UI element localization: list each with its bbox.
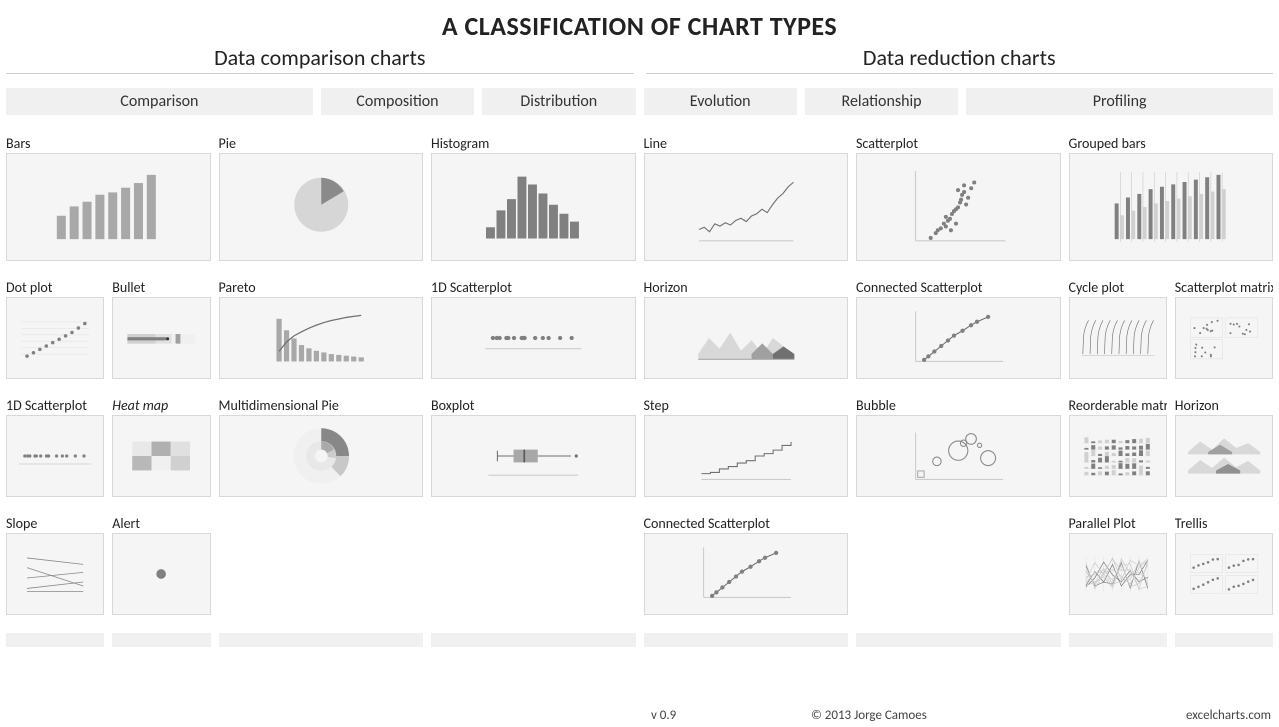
thumb-parallel [1069, 533, 1167, 615]
label-scatter-matrix: Scatterplot matrix [1175, 279, 1273, 296]
footer: v 0.9 © 2013 Jorge Camoes excelcharts.co… [0, 708, 1279, 723]
label-reorder-matrix: Reorderable matrix [1069, 397, 1167, 414]
placeholder [1069, 633, 1167, 647]
col-profiling: Grouped bars Cycle plot Scatterplot matr… [1069, 135, 1274, 647]
label-histogram: Histogram [431, 135, 636, 152]
thumb-scatterplot [856, 153, 1061, 261]
placeholder [6, 633, 104, 647]
thumb-bars [6, 153, 211, 261]
cat-profiling: Profiling [966, 88, 1273, 115]
thumb-horizon-a [644, 297, 849, 379]
label-scatterplot: Scatterplot [856, 135, 1061, 152]
label-pareto: Pareto [219, 279, 424, 296]
thumb-histogram [431, 153, 636, 261]
placeholder [1175, 633, 1273, 647]
thumb-bullet [112, 297, 210, 379]
label-cycle: Cycle plot [1069, 279, 1167, 296]
thumb-horizon-b [1175, 415, 1273, 497]
category-row: Comparison Composition Distribution Evol… [6, 88, 1273, 115]
label-dotplot: Dot plot [6, 279, 104, 296]
thumb-line [644, 153, 849, 261]
cat-relationship: Relationship [805, 88, 958, 115]
label-alert: Alert [112, 515, 210, 532]
thumb-step [644, 415, 849, 497]
thumb-boxplot [431, 415, 636, 497]
col-comparison: Bars Dot plot Bullet [6, 135, 211, 647]
label-bullet: Bullet [112, 279, 210, 296]
label-horizon-b: Horizon [1175, 397, 1273, 414]
label-conn-scatter-a: Connected Scatterplot [644, 515, 849, 532]
label-heatmap: Heat map [112, 397, 210, 414]
label-bars: Bars [6, 135, 211, 152]
placeholder [644, 633, 849, 647]
thumb-dotplot [6, 297, 104, 379]
placeholder [112, 633, 210, 647]
thumb-scatter1d-a [6, 415, 104, 497]
cat-comparison: Comparison [6, 88, 313, 115]
thumb-heatmap [112, 415, 210, 497]
thumb-reorder-matrix [1069, 415, 1167, 497]
thumb-multidim-pie [219, 415, 424, 497]
col-relationship: Scatterplot Connected Scatterplot Bubble [856, 135, 1061, 647]
label-bubble: Bubble [856, 397, 1061, 414]
label-trellis: Trellis [1175, 515, 1273, 532]
section-headers: Data comparison charts Data reduction ch… [6, 44, 1273, 88]
footer-copyright: © 2013 Jorge Camoes [811, 708, 1131, 723]
cat-distribution: Distribution [482, 88, 635, 115]
chart-grid: Bars Dot plot Bullet [6, 135, 1273, 647]
label-horizon-a: Horizon [644, 279, 849, 296]
label-slope: Slope [6, 515, 104, 532]
thumb-trellis [1175, 533, 1273, 615]
cat-evolution: Evolution [644, 88, 797, 115]
label-conn-scatter-b: Connected Scatterplot [856, 279, 1061, 296]
col-distribution: Histogram 1D Scatterplot Boxplot [431, 135, 636, 647]
label-parallel: Parallel Plot [1069, 515, 1167, 532]
thumb-bubble [856, 415, 1061, 497]
footer-site: excelcharts.com [1131, 708, 1271, 723]
placeholder [431, 633, 636, 647]
section-title-left: Data comparison charts [6, 44, 634, 73]
thumb-slope [6, 533, 104, 615]
label-scatter1d-a: 1D Scatterplot [6, 397, 104, 414]
thumb-scatter1d-b [431, 297, 636, 379]
col-composition: Pie Pareto Multidimensional Pie [219, 135, 424, 647]
thumb-pie [219, 153, 424, 261]
thumb-alert [112, 533, 210, 615]
label-scatter1d-b: 1D Scatterplot [431, 279, 636, 296]
label-boxplot: Boxplot [431, 397, 636, 414]
label-multidim-pie: Multidimensional Pie [219, 397, 424, 414]
thumb-scatter-matrix [1175, 297, 1273, 379]
thumb-cycle [1069, 297, 1167, 379]
col-evolution: Line Horizon Step Connected Sc [644, 135, 849, 647]
thumb-conn-scatter-b [856, 297, 1061, 379]
page-title: A CLASSIFICATION OF CHART TYPES [6, 10, 1273, 42]
thumb-conn-scatter-a [644, 533, 849, 615]
section-title-right: Data reduction charts [646, 44, 1274, 73]
label-step: Step [644, 397, 849, 414]
label-grouped-bars: Grouped bars [1069, 135, 1274, 152]
placeholder [856, 633, 1061, 647]
thumb-grouped-bars [1069, 153, 1274, 261]
label-pie: Pie [219, 135, 424, 152]
footer-version: v 0.9 [651, 708, 811, 723]
placeholder [219, 633, 424, 647]
label-line: Line [644, 135, 849, 152]
thumb-pareto [219, 297, 424, 379]
cat-composition: Composition [321, 88, 474, 115]
